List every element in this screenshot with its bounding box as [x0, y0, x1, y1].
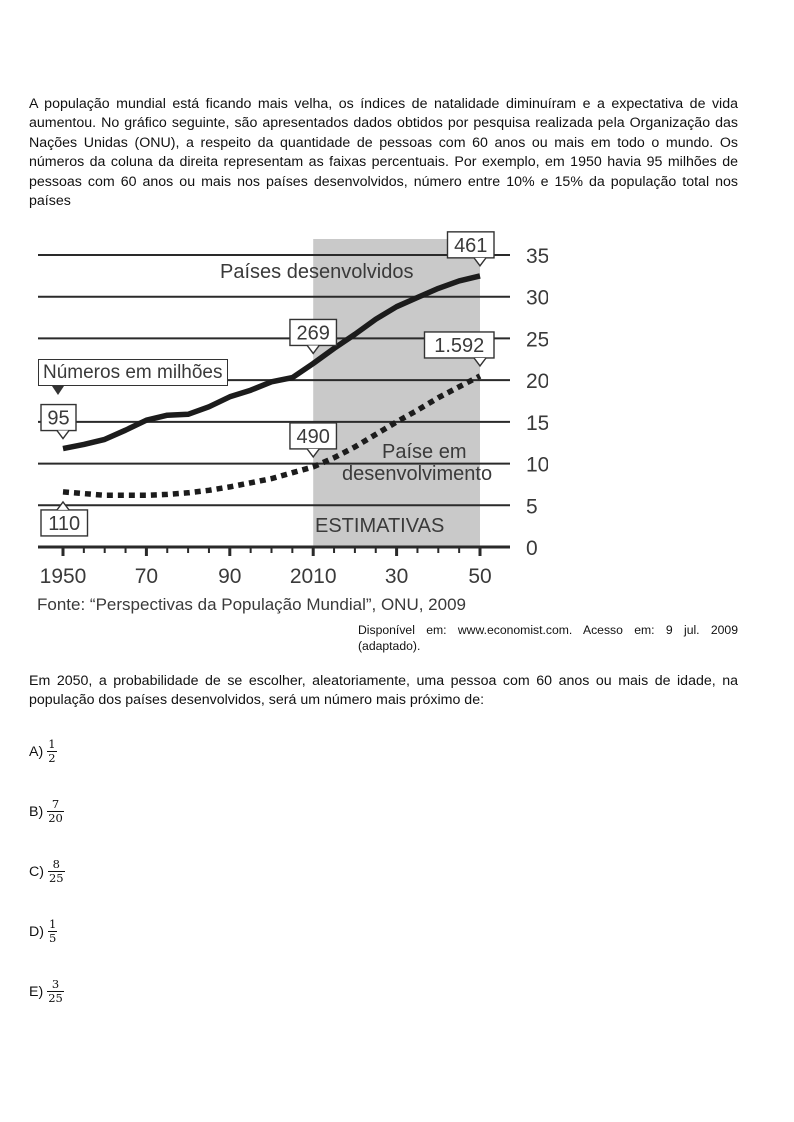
option-letter: D) [29, 923, 44, 940]
option-fraction: 3 25 [47, 978, 64, 1005]
option-e[interactable]: E) 3 25 [29, 978, 64, 1005]
option-letter: A) [29, 743, 44, 760]
y-tick-label: 15 [526, 412, 548, 435]
fraction-denominator: 25 [47, 871, 65, 885]
intro-paragraph: A população mundial está ficando mais ve… [29, 96, 738, 210]
option-letter: B) [29, 803, 44, 820]
developed-series-label: Países desenvolvidos [220, 261, 413, 283]
fraction-denominator: 2 [47, 751, 57, 765]
value-callout-box [40, 403, 77, 432]
x-tick-label: 2010 [290, 565, 337, 588]
x-tick-label: 90 [218, 565, 241, 588]
units-callout: Números em milhões [38, 359, 228, 386]
option-d[interactable]: D) 1 5 [29, 917, 58, 945]
fraction-denominator: 20 [47, 811, 64, 825]
x-tick-label: 1950 [40, 565, 87, 588]
y-tick-label: 10 [526, 454, 548, 477]
option-letter: E) [29, 983, 44, 1000]
fraction-numerator: 8 [52, 857, 60, 871]
value-callout-box [289, 422, 338, 450]
population-chart: 1950 70 90 2010 30 50 0 5 10 15 20 25 30 35 95 269 461… [28, 226, 548, 618]
fraction-numerator: 7 [51, 797, 60, 811]
value-callout-pointer [56, 500, 70, 511]
value-callout-label: 1.592 [434, 335, 484, 357]
value-callout-pointer [306, 345, 320, 355]
value-callout-label: 490 [297, 426, 330, 448]
option-letter: C) [29, 863, 44, 880]
y-tick-label: 25 [526, 328, 548, 351]
option-fraction: 8 25 [47, 857, 65, 885]
value-callout-label: 110 [48, 513, 80, 535]
value-callout-pointer [56, 430, 70, 440]
option-fraction: 7 20 [47, 798, 64, 825]
estimates-label: ESTIMATIVAS [315, 515, 444, 537]
chart-svg: 1950 70 90 2010 30 50 0 5 10 15 20 25 30 35 95 269 461… [37, 231, 548, 614]
y-tick-label: 35 [526, 245, 548, 268]
fraction-numerator: 3 [51, 977, 60, 991]
y-tick-label: 0 [526, 537, 538, 560]
developing-series-label-line2: desenvolvimento [342, 463, 492, 485]
option-fraction: 1 5 [47, 917, 58, 945]
value-callout-pointer [306, 448, 320, 459]
value-callout-box [289, 318, 338, 347]
value-callout-label: 95 [47, 408, 69, 430]
value-callout-pointer [473, 357, 487, 368]
option-a[interactable]: A) 1 2 [29, 738, 57, 765]
option-b[interactable]: B) 7 20 [29, 798, 64, 825]
chart-source-note: Fonte: “Perspectivas da População Mundia… [37, 595, 466, 614]
value-callout-pointer [473, 257, 487, 268]
value-callout-label: 269 [297, 322, 330, 344]
units-callout-pointer [52, 386, 64, 395]
developed-series-line [62, 273, 481, 452]
developing-series-line [62, 373, 482, 499]
developing-series-label-line1: Paíse em [382, 441, 466, 463]
source-citation: Disponível em: www.economist.com. Acesso… [358, 623, 738, 653]
y-tick-label: 5 [526, 495, 538, 518]
option-fraction: 1 2 [47, 737, 57, 765]
fraction-denominator: 25 [47, 991, 64, 1005]
x-tick-label: 50 [468, 565, 491, 588]
option-c[interactable]: C) 8 25 [29, 858, 65, 885]
value-callout-box [40, 509, 89, 537]
y-tick-label: 20 [526, 370, 548, 393]
value-callout-label: 461 [454, 235, 487, 257]
x-tick-label: 30 [385, 565, 408, 588]
value-callout-box [423, 331, 495, 359]
fraction-numerator: 1 [48, 737, 56, 751]
y-tick-label: 30 [526, 287, 548, 310]
value-callout-box [446, 231, 495, 259]
fraction-denominator: 5 [47, 931, 58, 945]
question-text: Em 2050, a probabilidade de se escolher,… [29, 673, 738, 709]
x-tick-label: 70 [135, 565, 158, 588]
fraction-numerator: 1 [48, 917, 57, 931]
